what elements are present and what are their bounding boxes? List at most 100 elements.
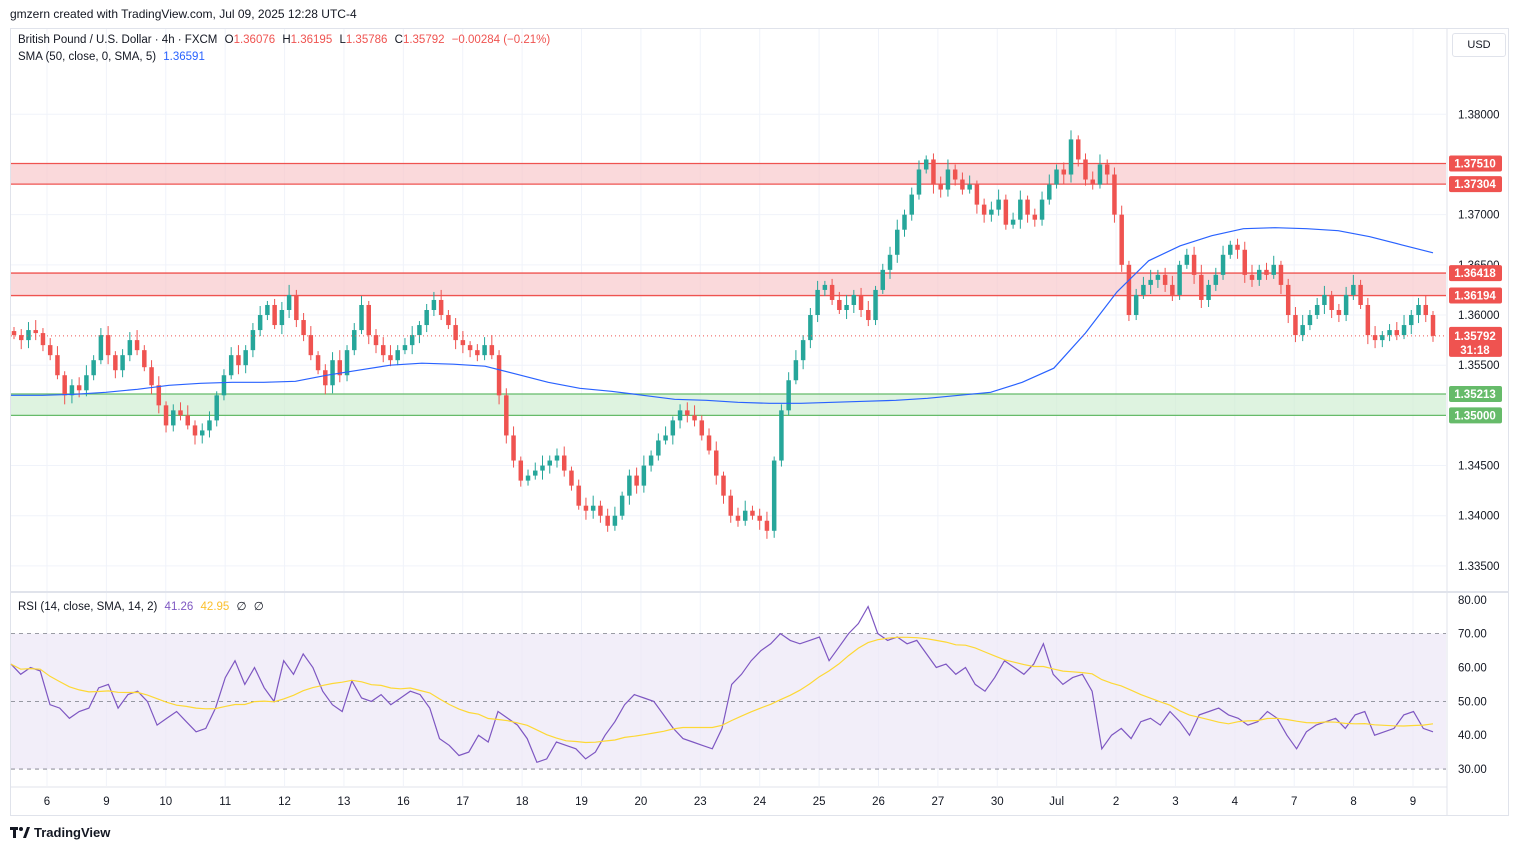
candle-body [757, 515, 762, 521]
candle-body [822, 284, 828, 290]
candle-body [1220, 254, 1226, 275]
rsi-sma-value: 42.95 [200, 601, 230, 613]
high-value: 1.36195 [290, 34, 333, 46]
candle-body [598, 505, 603, 516]
level-badge-label: 1.37304 [1454, 179, 1496, 191]
x-tick-label: 9 [1410, 796, 1416, 808]
candle-body [417, 325, 422, 336]
candle-body [685, 410, 690, 416]
candle-body [583, 505, 589, 511]
candle-body [844, 304, 849, 310]
candle-body [236, 355, 241, 366]
candle-body [989, 209, 994, 215]
support-zone [11, 393, 1446, 416]
candle-body [909, 194, 914, 215]
candle-body [337, 360, 343, 376]
candle-body [938, 184, 943, 190]
candle-body [742, 510, 748, 521]
price-tick-label: 1.35500 [1458, 360, 1500, 372]
candle-body [945, 169, 951, 190]
candle-body [11, 331, 17, 336]
x-tick-label: 2 [1113, 796, 1119, 808]
currency-selector[interactable]: USD [1452, 33, 1506, 57]
candle-body [952, 169, 958, 180]
rsi-line [10, 605, 1434, 764]
candle-body [1293, 315, 1298, 336]
candle-body [69, 385, 75, 396]
candle-body [1416, 304, 1421, 316]
candle-body [641, 465, 647, 486]
countdown-label: 31:18 [1460, 345, 1490, 357]
candle-body [228, 355, 234, 376]
candle-body [779, 410, 784, 461]
x-tick-label: 20 [635, 796, 648, 808]
candle-body [1126, 264, 1132, 316]
candle-body [1104, 164, 1110, 175]
candle-body [163, 405, 169, 426]
candle-body [1177, 264, 1182, 295]
candle-body [1336, 310, 1342, 316]
candle-body [33, 330, 38, 334]
chart-frame[interactable] [10, 28, 1509, 816]
rsi-tick-label: 30.00 [1458, 764, 1487, 776]
x-tick-label: 9 [103, 796, 109, 808]
resistance-zone [11, 273, 1446, 296]
level-badge-label: 1.36194 [1454, 291, 1496, 303]
candle-body [1199, 274, 1204, 300]
candle-body [192, 425, 198, 436]
candle-body [540, 465, 545, 471]
sma-label: SMA (50, close, 0, SMA, 5) [18, 51, 157, 63]
candle-body [142, 350, 147, 368]
candle-body [1191, 254, 1197, 275]
candle-body [127, 340, 133, 356]
rsi-tick-label: 50.00 [1458, 696, 1487, 708]
candle-body [1249, 274, 1255, 280]
candle-body [764, 520, 770, 531]
candle-body [1278, 264, 1284, 285]
candle-body [1119, 214, 1124, 265]
x-tick-label: 8 [1350, 796, 1356, 808]
x-tick-label: 6 [44, 796, 50, 808]
candle-body [424, 310, 429, 326]
footer-brand-text: TradingView [34, 825, 111, 840]
candle-body [1155, 274, 1161, 280]
candle-body [308, 335, 314, 356]
candle-body [294, 294, 299, 321]
candle-body [808, 315, 813, 341]
price-tick-label: 1.33500 [1458, 561, 1500, 573]
candle-body [786, 380, 791, 411]
candle-body [380, 345, 386, 356]
candle-body [504, 395, 509, 436]
footer-brand[interactable]: TradingView [10, 825, 110, 840]
candle-body [156, 385, 162, 406]
candle-body [1206, 284, 1211, 300]
candle-body [1083, 159, 1088, 180]
candle-body [1423, 304, 1429, 316]
candle-body [887, 254, 893, 270]
candle-body [1184, 254, 1190, 265]
candle-body [467, 345, 473, 351]
candle-body [214, 395, 219, 421]
candle-body [590, 505, 596, 511]
candle-body [706, 435, 712, 451]
rsi-value: 41.26 [164, 601, 194, 613]
sma-legend: SMA (50, close, 0, SMA, 5) 1.36591 [18, 51, 209, 63]
candle-body [120, 355, 125, 371]
x-tick-label: 13 [338, 796, 351, 808]
candle-body [453, 325, 458, 341]
candle-body [286, 294, 292, 310]
candle-body [1047, 184, 1052, 200]
candle-body [1257, 269, 1262, 280]
candle-body [735, 515, 741, 521]
candle-body [460, 340, 466, 346]
level-badge [1449, 287, 1502, 304]
candle-body [171, 410, 176, 426]
candle-body [714, 450, 719, 476]
candle-body [1358, 284, 1363, 305]
candle-body [76, 385, 82, 391]
current-price-badge [1449, 326, 1502, 357]
candle-body [677, 410, 683, 421]
rsi-tick-label: 40.00 [1458, 730, 1487, 742]
resistance-zone [11, 163, 1446, 185]
